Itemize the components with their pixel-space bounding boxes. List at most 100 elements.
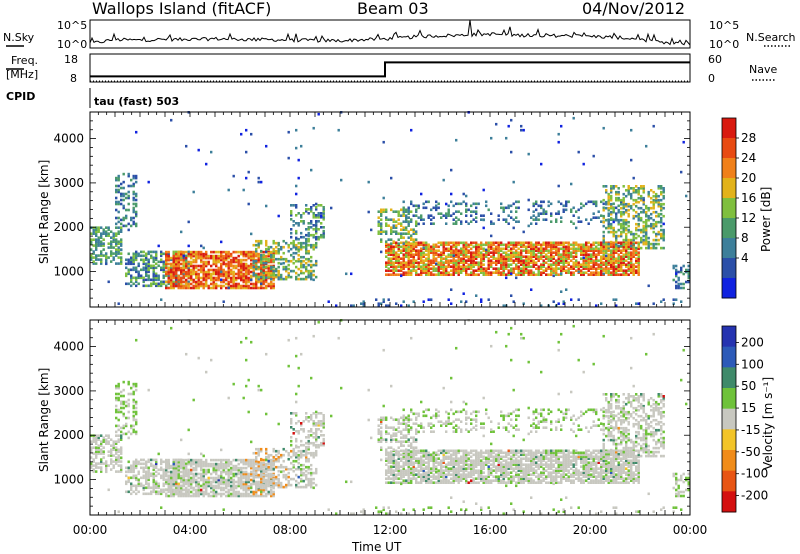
power-cell (617, 265, 620, 268)
power-cell (635, 228, 638, 232)
velocity-cell (127, 410, 130, 414)
power-cell (582, 265, 585, 268)
power-cell (157, 284, 160, 288)
power-cell (392, 255, 395, 258)
power-cell (655, 232, 658, 236)
power-cell (625, 253, 628, 256)
power-cell (415, 273, 418, 276)
power-cell (617, 222, 620, 226)
power-cell (430, 222, 433, 225)
power-cell (315, 229, 318, 233)
power-cell (477, 261, 480, 264)
power-cell (315, 237, 318, 241)
power-cell (170, 282, 173, 286)
power-cell (212, 250, 215, 254)
velocity-cell (242, 488, 245, 492)
power-cell (292, 257, 295, 261)
power-cell (645, 214, 648, 218)
power-cell (497, 261, 500, 264)
power-cell (557, 302, 560, 305)
power-cell (597, 249, 600, 252)
power-cell (245, 268, 248, 272)
power-cell (410, 234, 413, 237)
power-cell (222, 256, 225, 260)
power-cell (225, 278, 228, 282)
velocity-cell (210, 494, 213, 498)
power-cell (500, 257, 503, 260)
power-cell (570, 251, 573, 254)
velocity-cell (142, 476, 145, 480)
velocity-cell (240, 484, 243, 488)
power-cell (305, 208, 308, 211)
power-cell (565, 200, 568, 204)
velocity-cell (92, 436, 95, 439)
power-cell (195, 272, 198, 276)
power-cell (642, 210, 645, 214)
power-cell (635, 222, 638, 226)
power-cell (255, 278, 258, 282)
power-cell (185, 284, 188, 288)
power-cell (212, 278, 215, 282)
power-cell (497, 241, 500, 245)
power-cell (470, 273, 473, 276)
power-cell (482, 253, 485, 256)
power-cell (647, 214, 650, 218)
power-cell (390, 238, 393, 241)
velocity-cell (132, 474, 135, 478)
power-cell (560, 247, 563, 251)
power-cell (545, 218, 548, 221)
velocity-cell (105, 434, 108, 437)
power-cell (185, 278, 188, 282)
power-cell (532, 214, 535, 217)
power-cell (307, 259, 310, 263)
power-cell (465, 247, 468, 251)
power-cell (530, 255, 533, 258)
power-cell (592, 273, 595, 276)
velocity-cell (220, 492, 223, 496)
power-cell (470, 265, 473, 268)
velocity-cell (195, 472, 198, 476)
power-cell (497, 257, 500, 260)
velocity-cell (205, 472, 208, 476)
power-cell (550, 243, 553, 247)
power-cell (405, 232, 408, 235)
power-cell (297, 245, 300, 249)
power-cell (380, 230, 383, 233)
power-cell (465, 214, 468, 217)
velocity-cell (132, 390, 135, 394)
power-cell (170, 258, 173, 262)
velocity-cell (205, 464, 208, 468)
power-cell (312, 273, 315, 277)
power-cell (307, 234, 310, 238)
power-cell (615, 261, 618, 264)
power-cell (505, 243, 508, 247)
power-cell (517, 206, 520, 210)
power-cell (412, 240, 415, 243)
power-cell (540, 162, 543, 166)
power-cell (135, 252, 138, 256)
power-cell (627, 245, 630, 249)
power-cell (172, 264, 175, 268)
velocity-cell (160, 488, 163, 492)
power-cell (312, 263, 315, 267)
power-cell (397, 253, 400, 256)
power-cell (662, 187, 665, 190)
power-cell (657, 200, 660, 204)
power-cell (605, 185, 608, 188)
power-cell (617, 244, 620, 248)
power-cell (92, 244, 95, 247)
power-cell (535, 202, 538, 206)
nave-tick-top: 60 (708, 53, 722, 66)
power-cell (620, 261, 623, 264)
velocity-cell (130, 426, 133, 430)
colorbar-swatch (722, 238, 736, 259)
power-cell (632, 202, 635, 206)
power-cell (385, 269, 388, 272)
power-cell (495, 245, 498, 249)
power-cell (507, 257, 510, 260)
power-cell (392, 247, 395, 251)
velocity-cell (175, 476, 178, 480)
power-cell (135, 256, 138, 260)
power-cell (672, 302, 675, 305)
power-cell (440, 265, 443, 268)
